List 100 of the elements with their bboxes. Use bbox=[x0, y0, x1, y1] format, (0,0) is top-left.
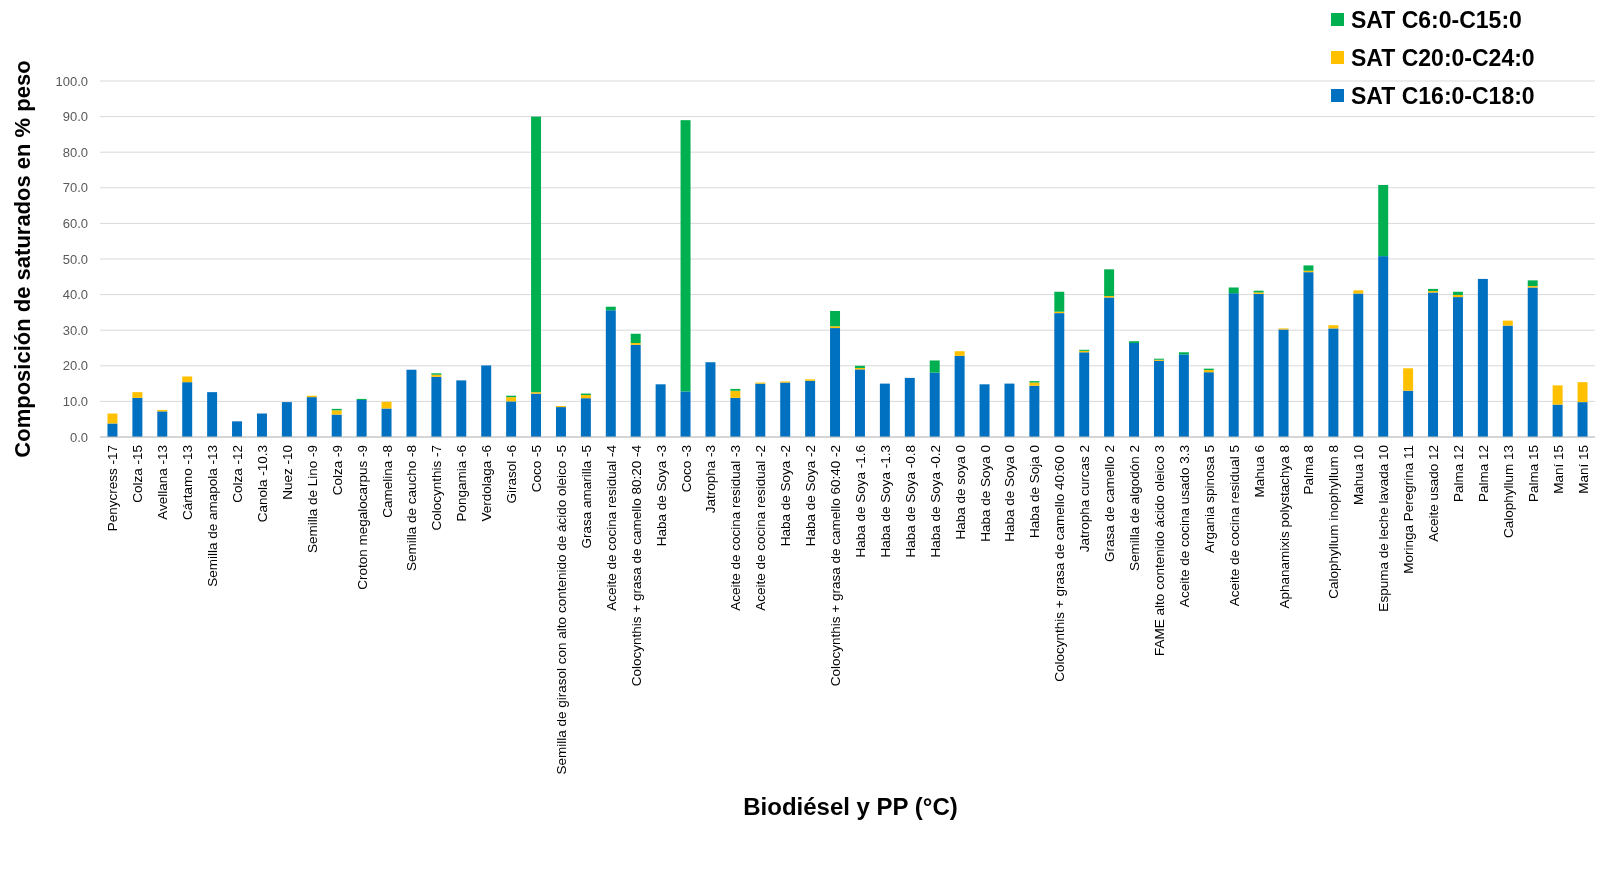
bar bbox=[954, 355, 965, 437]
bar bbox=[1527, 287, 1538, 437]
bar bbox=[381, 401, 392, 409]
bar bbox=[1403, 390, 1414, 437]
x-tick-label: Colocynthis + grasa de camello 60:40 -2 bbox=[828, 445, 844, 687]
bar bbox=[1378, 256, 1389, 437]
x-tick-label: Semilla de amapola -13 bbox=[205, 445, 221, 587]
bar bbox=[506, 401, 517, 437]
bar bbox=[356, 399, 367, 437]
bar bbox=[182, 376, 193, 383]
x-tick-label: Cártamo -13 bbox=[180, 445, 196, 521]
bar bbox=[406, 369, 417, 437]
x-tick-label: Maní 15 bbox=[1550, 445, 1566, 494]
bar bbox=[506, 397, 517, 402]
x-tick-label: Haba de Soya -0.8 bbox=[902, 445, 918, 558]
x-tick-label: Aceite de cocina residual -4 bbox=[603, 444, 619, 611]
bar bbox=[580, 398, 591, 437]
bar bbox=[580, 394, 591, 399]
bar bbox=[1228, 287, 1239, 294]
bar bbox=[531, 393, 542, 437]
bar bbox=[655, 384, 666, 437]
x-tick-label: Argania spinosa 5 bbox=[1201, 445, 1217, 554]
bar bbox=[630, 333, 641, 344]
x-tick-label: Pongamia -6 bbox=[454, 445, 470, 522]
bar bbox=[1303, 272, 1314, 437]
bar bbox=[1054, 313, 1065, 437]
bar bbox=[207, 392, 218, 437]
x-tick-label: Penycress -17 bbox=[105, 445, 121, 532]
x-tick-label: Girasol -6 bbox=[504, 445, 520, 504]
x-tick-label: Palma 12 bbox=[1475, 445, 1491, 503]
bar bbox=[1353, 293, 1364, 437]
bar bbox=[232, 421, 243, 437]
bar bbox=[481, 365, 492, 437]
bar bbox=[929, 372, 940, 437]
bar bbox=[1527, 280, 1538, 287]
bar bbox=[730, 397, 741, 437]
bar bbox=[1228, 293, 1239, 437]
bar bbox=[854, 369, 865, 437]
x-tick-label: Aceite de cocina residual -3 bbox=[728, 445, 744, 611]
x-tick-label: Grasa amarilla -5 bbox=[578, 445, 594, 549]
bar bbox=[879, 383, 890, 437]
y-tick-label: 20.0 bbox=[62, 358, 88, 374]
bar bbox=[331, 410, 342, 415]
bar bbox=[1178, 354, 1189, 437]
bar bbox=[1577, 402, 1588, 437]
bar bbox=[1502, 320, 1513, 326]
x-tick-label: Verdolaga -6 bbox=[479, 445, 495, 522]
bar bbox=[1552, 385, 1563, 405]
x-tick-label: Semilla de girasol con alto contenido de ácido oleico -5 bbox=[553, 445, 569, 775]
x-tick-label: Espuma de leche lavada 10 bbox=[1376, 445, 1392, 612]
bar bbox=[132, 397, 143, 437]
x-tick-label: Haba de Soya -2 bbox=[803, 445, 819, 547]
x-tick-label: Haba de Soya -1.6 bbox=[852, 445, 868, 558]
bar bbox=[1203, 372, 1214, 437]
x-tick-label: Haba de Soja 0 bbox=[1027, 445, 1043, 539]
bar bbox=[680, 391, 691, 437]
bar bbox=[381, 408, 392, 437]
x-tick-label: Colocynthis -7 bbox=[429, 445, 445, 531]
bar bbox=[531, 116, 542, 393]
x-tick-label: Aceite de cocina usado 3.3 bbox=[1176, 445, 1192, 608]
bar bbox=[182, 382, 193, 437]
x-tick-label: Calophyllum 13 bbox=[1500, 445, 1516, 539]
x-tick-label: Colocynthis + grasa de camello 80:20 -4 bbox=[628, 444, 644, 687]
bar bbox=[705, 362, 716, 437]
bar bbox=[830, 328, 841, 437]
bar bbox=[1403, 368, 1414, 391]
y-tick-label: 10.0 bbox=[62, 393, 88, 409]
x-tick-label: Semilla de algodón 2 bbox=[1127, 445, 1143, 572]
bar bbox=[107, 413, 118, 424]
x-tick-label: Aceite de cocina residual 5 bbox=[1226, 445, 1242, 607]
bar bbox=[1353, 290, 1364, 294]
bar bbox=[1104, 297, 1115, 437]
bar bbox=[1328, 328, 1339, 437]
y-tick-label: 60.0 bbox=[62, 215, 88, 231]
x-tick-label: Moringa Peregrina 11 bbox=[1401, 445, 1417, 574]
bar bbox=[1178, 352, 1189, 355]
bar bbox=[1129, 343, 1140, 437]
bar bbox=[1378, 184, 1389, 257]
x-tick-label: Haba de Soya -0.2 bbox=[927, 445, 943, 558]
x-tick-label: Calophyllum inophyllum 8 bbox=[1326, 445, 1342, 599]
bar bbox=[1577, 382, 1588, 403]
x-tick-label: Haba de Soya 0 bbox=[977, 445, 993, 542]
legend-label: SAT C20:0-C24:0 bbox=[1351, 45, 1535, 72]
bar bbox=[1029, 385, 1040, 437]
bar bbox=[157, 411, 168, 437]
x-tick-label: Mahua 10 bbox=[1351, 445, 1367, 506]
bar bbox=[805, 380, 816, 437]
bar bbox=[555, 407, 566, 437]
x-tick-label: Aceite de cocina residual -2 bbox=[753, 445, 769, 611]
x-tick-label: Camelina -8 bbox=[379, 445, 395, 518]
bar bbox=[1303, 265, 1314, 271]
x-tick-label: Croton megalocarpus -9 bbox=[354, 445, 370, 590]
x-tick-label: Avellana -13 bbox=[155, 445, 171, 520]
bar bbox=[1452, 297, 1463, 437]
bar bbox=[1253, 293, 1264, 437]
bar bbox=[1278, 329, 1289, 437]
bar bbox=[306, 397, 317, 437]
y-tick-label: 80.0 bbox=[62, 144, 88, 160]
y-tick-label: 100.0 bbox=[55, 73, 88, 89]
bar bbox=[1004, 383, 1015, 437]
